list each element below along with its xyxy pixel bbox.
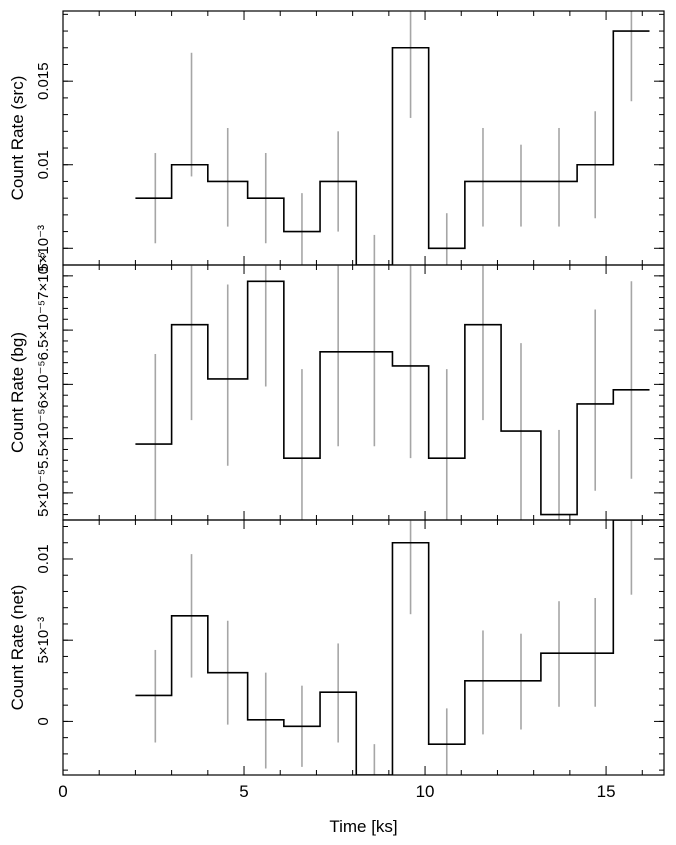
panel-src: 5×10⁻³ 0.01 0.015 Count Rate (src) <box>8 10 665 272</box>
panel-bg: 5×10⁻⁵5.5×10⁻⁵6×10⁻⁵6.5×10⁻⁵7×10⁻⁵ Count … <box>8 252 665 521</box>
xtick-label-2: 10 <box>416 782 435 801</box>
xtick-label-0: 0 <box>58 782 67 801</box>
xlabel: Time [ks] <box>329 817 397 836</box>
ytick-label-bg-1: 5.5×10⁻⁵ <box>35 408 52 468</box>
frame-net <box>62 519 665 776</box>
step-line-net <box>135 520 650 775</box>
data-group-bg <box>135 265 650 520</box>
ytick-label-src-0: 5×10⁻³ <box>35 225 52 272</box>
frame-src <box>62 10 665 266</box>
ylabel-src: Count Rate (src) <box>8 76 27 201</box>
step-line-src <box>135 30 650 265</box>
xtick-label-1: 5 <box>239 782 248 801</box>
ytick-label-net-1: 5×10⁻³ <box>35 617 52 664</box>
ytick-label-bg-0: 5×10⁻⁵ <box>35 469 52 517</box>
ytick-label-net-0: 0 <box>35 717 52 725</box>
frame-bg <box>62 264 665 521</box>
ytick-label-net-2: 0.01 <box>35 544 52 573</box>
step-line-bg <box>135 280 650 516</box>
data-group-src <box>135 11 650 265</box>
xtick-label-3: 15 <box>597 782 616 801</box>
ytick-label-bg-3: 6.5×10⁻⁵ <box>35 300 52 360</box>
ylabel-bg: Count Rate (bg) <box>8 332 27 453</box>
data-group-net <box>135 520 650 775</box>
ytick-label-bg-2: 6×10⁻⁵ <box>35 360 52 408</box>
ytick-label-src-1: 0.01 <box>35 150 52 179</box>
ylabel-net: Count Rate (net) <box>8 585 27 711</box>
panel-net: 0 5×10⁻³ 0.01 Count Rate (net) 0 5 10 15 Time [k… <box>8 519 665 836</box>
ytick-label-bg-4: 7×10⁻⁵ <box>35 252 52 300</box>
ytick-label-src-2: 0.015 <box>35 62 52 100</box>
